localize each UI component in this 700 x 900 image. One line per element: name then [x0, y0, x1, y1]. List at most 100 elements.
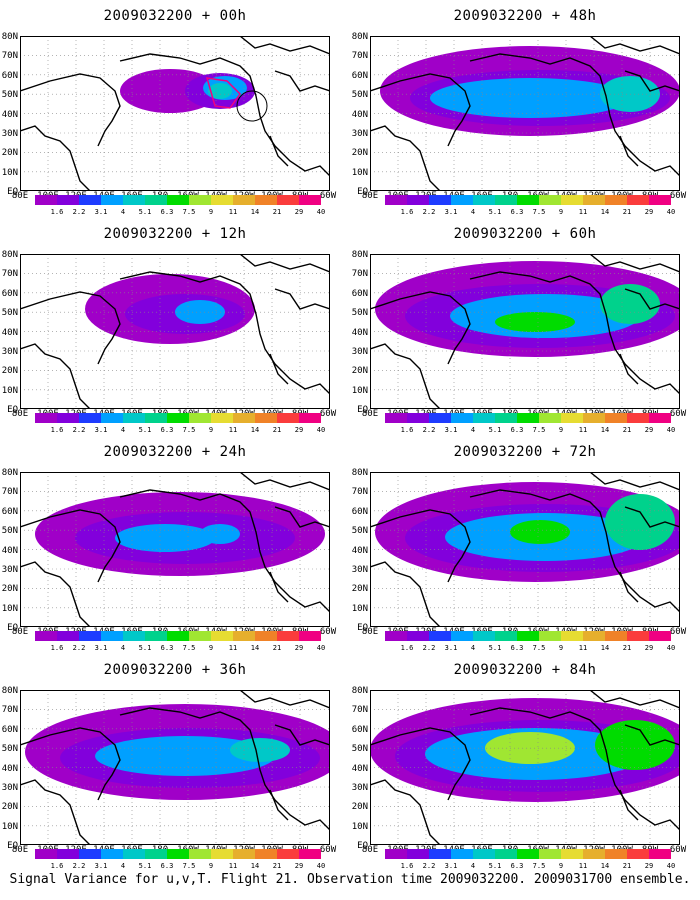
colorbar-swatch [429, 195, 451, 205]
latitude-label: 40N [1, 327, 18, 338]
colorbar-swatch [211, 849, 233, 859]
colorbar-label: 9 [558, 862, 564, 870]
latitude-label: 60N [351, 506, 368, 517]
colorbar-label: 21 [272, 426, 282, 434]
panel-title: 2009032200 + 72h [453, 444, 597, 460]
latitude-label: 20N [1, 802, 18, 813]
latitude-label: EQ [357, 187, 368, 198]
colorbar-swatch [189, 631, 211, 641]
colorbar-labels: 1.6 2.2 3.1 4 5.1 6.3 7.5 9 11 14 21 29 40 [35, 644, 326, 652]
colorbar-label: 6.3 [160, 644, 174, 652]
coastline [370, 561, 441, 627]
colorbar-swatch [451, 413, 473, 423]
variance-map [20, 690, 330, 845]
colorbar-label: 1.6 [50, 208, 64, 216]
colorbar-swatch [495, 631, 517, 641]
latitude-label: EQ [7, 405, 18, 416]
colorbar-label: 7.5 [182, 644, 196, 652]
colorbar-label: 4 [470, 862, 476, 870]
colorbar-label: 9 [208, 862, 214, 870]
coastline [469, 489, 680, 613]
longitude-label: 80E [11, 845, 29, 855]
latitude-label: 10N [351, 603, 368, 614]
coastline [20, 73, 121, 147]
panel-title: 2009032200 + 24h [103, 444, 247, 460]
forecast-panel: 2009032200 + 72h 80N 70N 60N 50N 40N 30N 20N 10N… [350, 436, 700, 661]
colorbar [385, 849, 671, 859]
coastline [274, 70, 330, 92]
colorbar-swatch [473, 849, 495, 859]
colorbar-swatch [233, 413, 255, 423]
variance-shading [600, 284, 660, 324]
coastline [20, 343, 91, 409]
colorbar-label: 21 [272, 644, 282, 652]
map-frame [20, 254, 330, 409]
latitude-label: 80N [351, 32, 368, 42]
latitude-label: 10N [1, 385, 18, 396]
latitude-label: 80N [351, 250, 368, 260]
colorbar-label: 14 [250, 208, 260, 216]
figure-caption: Signal Variance for u,v,T. Flight 21. Ob… [9, 872, 691, 887]
coastline [20, 125, 91, 191]
colorbar-label: 7.5 [182, 208, 196, 216]
latitude-label: 70N [1, 269, 18, 280]
longitude-label: 60W [669, 191, 687, 201]
colorbar-swatch [277, 195, 299, 205]
colorbar-swatch [255, 195, 277, 205]
colorbar-swatch [145, 849, 167, 859]
colorbar-swatch [649, 849, 671, 859]
colorbar-swatch [517, 413, 539, 423]
coastline [589, 472, 680, 491]
latitude-label: 70N [1, 705, 18, 716]
forecast-panel: 2009032200 + 48h 80N 70N 60N 50N 40N 30N 20N 10N… [350, 0, 700, 225]
flight-track [205, 77, 241, 109]
colorbar-swatch [189, 413, 211, 423]
latitude-label: EQ [7, 623, 18, 634]
colorbar-label: 2.2 [72, 644, 86, 652]
colorbar-label: 4 [470, 208, 476, 216]
latitude-label: 60N [351, 288, 368, 299]
latitude-label: 10N [351, 385, 368, 396]
coastline [20, 561, 91, 627]
coastline [469, 271, 680, 395]
colorbar-swatch [583, 413, 605, 423]
colorbar-swatch [385, 413, 407, 423]
colorbar-label: 14 [600, 426, 610, 434]
colorbar-label: 40 [316, 644, 326, 652]
colorbar-labels: 1.6 2.2 3.1 4 5.1 6.3 7.5 9 11 14 21 29 40 [385, 208, 676, 216]
colorbar-label: 1.6 [50, 644, 64, 652]
colorbar-label: 2.2 [72, 862, 86, 870]
colorbar-label: 3.1 [94, 862, 108, 870]
latitude-label: 60N [351, 724, 368, 735]
colorbar-swatch [123, 413, 145, 423]
colorbar-label: 7.5 [532, 426, 546, 434]
coastline [624, 724, 680, 746]
colorbar-label: 14 [250, 426, 260, 434]
coastline [274, 506, 330, 528]
coastline [269, 353, 289, 385]
longitude-label: 80E [11, 627, 29, 637]
map-frame [20, 472, 330, 627]
colorbar-swatch [189, 195, 211, 205]
coastline [239, 690, 330, 709]
latitude-label: 50N [1, 744, 18, 755]
latitude-label: 30N [351, 565, 368, 575]
colorbar-label: 3.1 [444, 644, 458, 652]
colorbar-label: 40 [316, 862, 326, 870]
variance-map [370, 36, 680, 191]
latitude-label: 50N [351, 90, 368, 101]
colorbar-label: 1.6 [400, 862, 414, 870]
colorbar-swatch [539, 631, 561, 641]
colorbar-label: 3.1 [444, 862, 458, 870]
colorbar-swatch [561, 195, 583, 205]
colorbar-label: 5.1 [488, 208, 502, 216]
colorbar [385, 631, 671, 641]
colorbar-swatch [473, 195, 495, 205]
colorbar-label: 11 [578, 644, 588, 652]
coastline [624, 506, 680, 528]
colorbar-swatch [35, 195, 57, 205]
colorbar-label: 1.6 [400, 208, 414, 216]
colorbar-label: 4 [470, 644, 476, 652]
colorbar-label: 4 [120, 644, 126, 652]
colorbar-label: 29 [294, 644, 304, 652]
